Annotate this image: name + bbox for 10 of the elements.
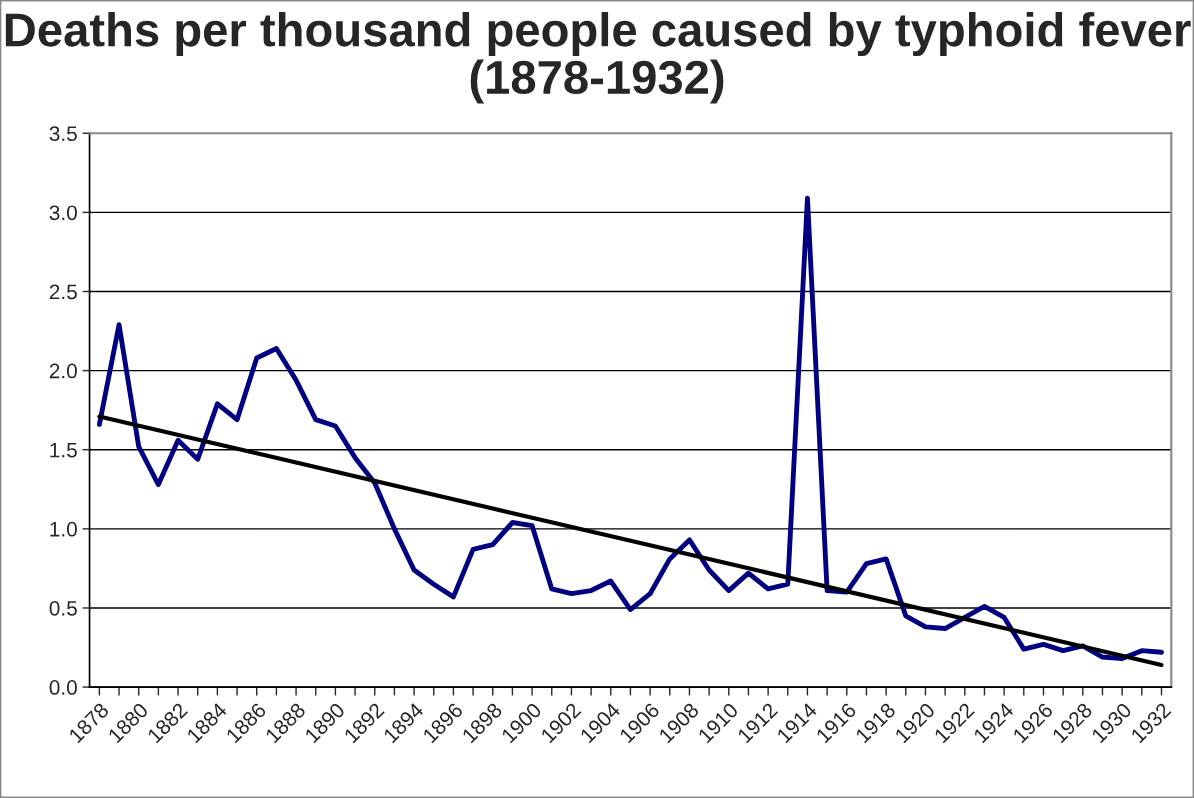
y-tick-label: 3.5 (49, 126, 77, 142)
chart-title: Deaths per thousand people caused by typhoid fever (1878-1932) (5, 11, 1191, 104)
y-tick-label: 1.0 (50, 521, 77, 537)
y-tick-label: 1.5 (50, 442, 77, 458)
y-tick-label: 2.0 (49, 363, 77, 379)
line-series (96, 195, 1164, 662)
y-tick-label: 2.5 (49, 284, 77, 300)
y-tick-label: 3.0 (49, 205, 77, 221)
y-tick-label: 0.0 (49, 680, 77, 695)
y-tick-label: 0.5 (49, 600, 77, 616)
